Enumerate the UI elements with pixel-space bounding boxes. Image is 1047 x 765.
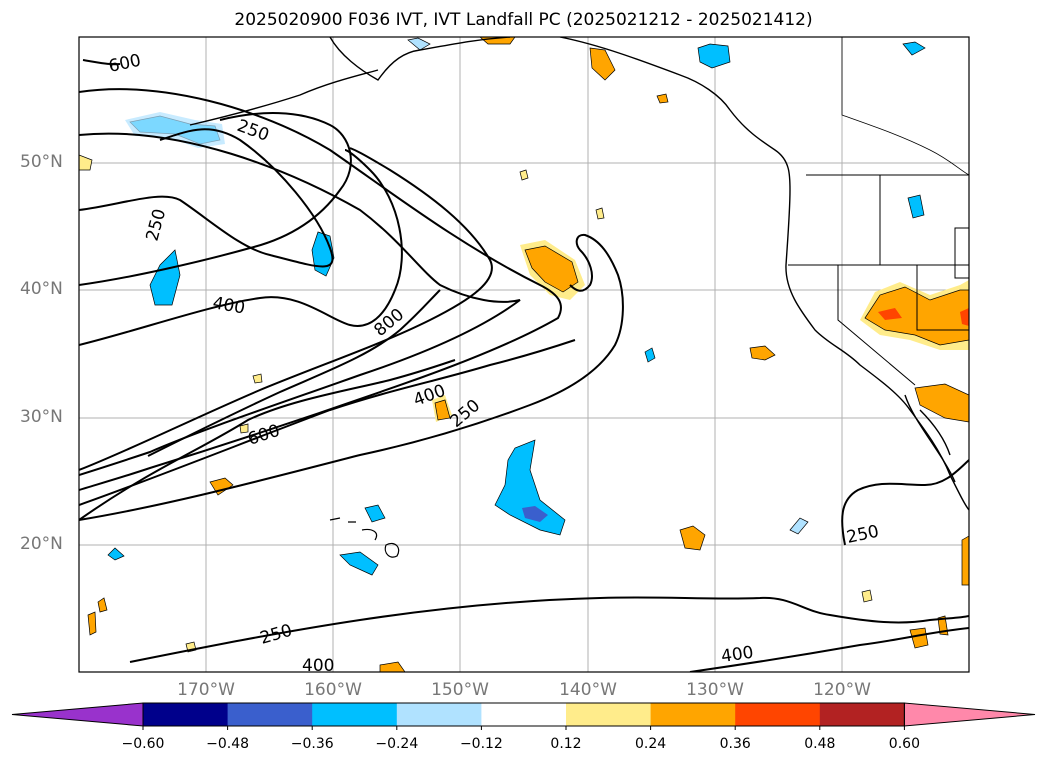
patch-orange xyxy=(434,399,451,421)
contour-line xyxy=(147,289,441,457)
lat-label: 50°N xyxy=(20,152,63,172)
patch-orange xyxy=(87,611,97,636)
map-title: 2025020900 F036 IVT, IVT Landfall PC (20… xyxy=(234,10,813,30)
patch-orange xyxy=(679,525,706,551)
patch-blue xyxy=(789,517,809,535)
contour-line xyxy=(79,339,576,506)
contour-line xyxy=(79,233,624,521)
patch-blue xyxy=(697,43,731,69)
patch-blue xyxy=(494,439,566,536)
ivt-contours xyxy=(79,59,969,672)
patch-orange xyxy=(239,423,249,434)
lon-label: 170°W xyxy=(177,680,235,700)
colorbar-tick-label: 0.48 xyxy=(804,736,836,752)
lon-label: 140°W xyxy=(559,680,617,700)
colorbar-segment xyxy=(312,703,398,726)
colorbar-segment xyxy=(566,703,652,726)
contour-line xyxy=(79,149,403,346)
contour-label: 400 xyxy=(720,643,755,667)
colorbar-tick-label: −0.12 xyxy=(459,736,503,752)
colorbar-tick-label: 0.12 xyxy=(550,736,582,752)
lat-label: 20°N xyxy=(20,534,63,554)
colorbar-tick-label: 0.36 xyxy=(719,736,751,752)
lon-label: 130°W xyxy=(686,680,744,700)
baja-coast xyxy=(904,394,956,483)
patch-orange xyxy=(960,308,969,326)
coast-alaska-islands xyxy=(189,69,379,126)
colorbar-segment xyxy=(819,703,905,726)
colorbar-tick-label: −0.36 xyxy=(290,736,334,752)
colorbar-segment xyxy=(481,703,567,726)
contour-line xyxy=(79,359,456,521)
coastlines xyxy=(189,37,969,511)
patch-orange xyxy=(861,589,873,603)
patch-orange xyxy=(749,345,776,361)
colorbar-segment xyxy=(396,703,482,726)
patch-orange xyxy=(909,627,929,649)
patch-blue xyxy=(902,41,926,56)
colorbar-extend-max xyxy=(903,702,1036,727)
map-frame xyxy=(78,36,970,673)
patch-orange xyxy=(878,308,902,320)
patch-blue xyxy=(125,112,225,148)
colorbar-frame xyxy=(142,702,905,727)
lat-label: 30°N xyxy=(20,407,63,427)
patch-orange xyxy=(524,245,579,293)
patch-blue xyxy=(407,37,431,51)
contour-line xyxy=(79,88,562,491)
patch-blue xyxy=(149,249,181,306)
graticule xyxy=(79,37,969,672)
colorbar-tick-label: −0.60 xyxy=(121,736,165,752)
patch-orange xyxy=(595,207,605,220)
patch-blue xyxy=(364,504,386,523)
contour-label: 400 xyxy=(302,656,334,676)
colorbar-tick-label: 0.60 xyxy=(888,736,920,752)
contour-line xyxy=(82,59,121,66)
contour-line xyxy=(129,596,969,663)
patch-orange xyxy=(589,47,616,81)
canada-border xyxy=(841,37,969,176)
colorbar-segment xyxy=(650,703,736,726)
patch-orange xyxy=(79,154,93,171)
patch-orange xyxy=(656,93,669,104)
contour-line xyxy=(79,128,334,268)
contour-line xyxy=(79,147,493,471)
colorbar-extend-min xyxy=(11,702,144,727)
patch-orange xyxy=(97,597,108,613)
colorbar-segment xyxy=(143,703,229,726)
patch-blue xyxy=(522,506,548,522)
lat-label: 40°N xyxy=(20,279,63,299)
colorbar-tick-label: −0.24 xyxy=(375,736,419,752)
state-borders xyxy=(788,174,969,386)
patch-orange xyxy=(914,383,969,423)
colorbar-tick-label: −0.48 xyxy=(206,736,250,752)
patch-orange xyxy=(519,169,529,181)
colorbar xyxy=(11,702,1036,730)
patch-orange xyxy=(379,661,406,672)
lon-label: 160°W xyxy=(304,680,362,700)
hawaii-islands xyxy=(329,517,400,558)
patch-orange xyxy=(252,373,263,384)
colorbar-tick-label: 0.24 xyxy=(635,736,667,752)
patch-orange xyxy=(961,535,969,586)
contour-line xyxy=(841,459,969,546)
colorbar-segment xyxy=(735,703,821,726)
patch-blue xyxy=(339,551,379,576)
patch-blue xyxy=(107,547,125,561)
ivt-shading xyxy=(79,37,969,672)
lon-label: 120°W xyxy=(813,680,871,700)
lon-label: 150°W xyxy=(431,680,489,700)
patch-blue xyxy=(644,347,656,363)
contour-line xyxy=(689,627,969,672)
colorbar-segment xyxy=(227,703,313,726)
contour-line xyxy=(79,112,352,286)
patch-blue xyxy=(907,194,925,219)
